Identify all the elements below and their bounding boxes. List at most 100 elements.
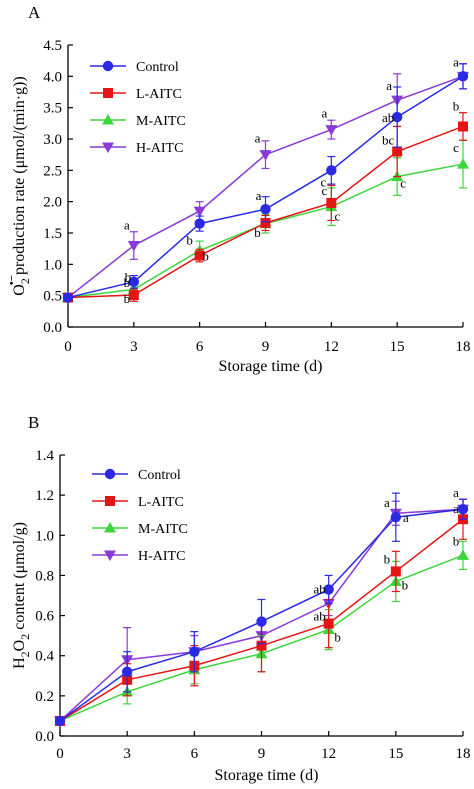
significance-label: a [386, 78, 392, 93]
y-tick-label: 1.2 [35, 488, 54, 504]
series-control [62, 63, 469, 303]
legend-label: L-AITC [138, 495, 184, 510]
data-point [458, 121, 468, 132]
y-label-subscript: 2 [18, 278, 32, 284]
x-tick-label: 12 [324, 339, 339, 355]
significance-label: b [384, 551, 391, 566]
significance-label: a [124, 218, 130, 233]
y-tick-label: 3.0 [43, 132, 62, 148]
significance-label: c [334, 209, 340, 224]
data-point [326, 165, 337, 176]
y-label-subscript: 2 [18, 651, 32, 657]
data-point [260, 217, 271, 228]
chart-panel-A: A 0 3 6 9 12 15 18 0.0 0.5 1.0 1.5 2.0 2.5 3.0 3.5 4.0 4.… [6, 3, 471, 375]
y-tick-label: 0.0 [43, 320, 62, 336]
data-point [127, 241, 140, 252]
y-tick-label: 0.4 [35, 649, 54, 665]
y-axis-label: H2O2 content (μmol/g) [11, 522, 32, 669]
legend-marker [104, 550, 116, 561]
x-axis-label: Storage time (d) [219, 358, 323, 375]
data-point [457, 503, 469, 515]
significance-label: b [202, 249, 209, 264]
data-point [194, 250, 205, 261]
y-tick-label: 2.5 [43, 163, 62, 179]
data-point [121, 666, 133, 677]
legend-marker [103, 88, 113, 98]
data-point [391, 111, 403, 123]
significance-label: b [125, 269, 132, 284]
data-point [457, 158, 469, 169]
y-label-part: production rate (μmol/(min·g)) [11, 76, 28, 275]
data-point [390, 566, 401, 577]
significance-label: bc [382, 133, 395, 148]
y-tick-label: 0.0 [35, 729, 54, 745]
y-tick-label: 0.2 [35, 689, 54, 705]
significance-label: a [255, 131, 261, 146]
x-tick-label: 15 [390, 339, 405, 355]
data-point [54, 715, 66, 727]
y-label-part: content (μmol/g) [11, 522, 28, 634]
data-point [325, 125, 338, 136]
y-tick-label: 1.4 [35, 448, 54, 464]
legend-marker [102, 142, 114, 153]
legend-marker [102, 114, 114, 125]
y-tick-label: 0.6 [35, 609, 54, 625]
significance-label: b [124, 291, 131, 306]
data-point [457, 71, 469, 82]
significance-label: b [453, 533, 460, 548]
significance-label: c [321, 183, 327, 198]
significance-label: a [256, 188, 262, 203]
y-label-part: H [11, 657, 28, 669]
significance-label: a [384, 495, 390, 510]
y-tick-label: 4.0 [43, 69, 62, 85]
significance-label: a [321, 106, 327, 121]
y-label-part: O [11, 640, 28, 652]
panel-label: B [28, 413, 39, 432]
legend-marker [102, 60, 114, 72]
significance-label: b [402, 577, 409, 592]
data-point [193, 206, 206, 218]
data-point [323, 618, 334, 629]
series-control [54, 492, 469, 727]
chart-panel-B: B 0 3 6 9 12 15 18 0.0 0.2 0.4 0.6 0.8 1.0 1.2 1.4 Stora… [11, 413, 471, 784]
y-axis-label: O2•−production rate (μmol/(min·g)) [6, 76, 32, 295]
panel-label: A [28, 3, 41, 22]
data-point [259, 150, 272, 161]
data-point [260, 203, 271, 215]
x-tick-label: 18 [456, 339, 471, 355]
legend-label: Control [138, 468, 181, 483]
significance-label: b [254, 225, 261, 240]
significance-label: ab [314, 609, 326, 624]
legend-label: H-AITC [136, 141, 183, 156]
data-point [323, 584, 334, 595]
data-point [392, 146, 403, 157]
x-tick-label: 18 [456, 746, 471, 762]
significance-label: ab [314, 582, 326, 597]
y-tick-label: 3.5 [43, 101, 62, 117]
y-tick-label: 2.0 [43, 195, 62, 211]
x-tick-label: 9 [258, 746, 266, 762]
data-point [62, 292, 74, 303]
series-h-aitc [62, 63, 469, 304]
legend-label: L-AITC [136, 87, 182, 102]
legend: Control L-AITC M-AITC H-AITC [92, 468, 188, 564]
x-tick-label: 3 [130, 339, 138, 355]
data-point [128, 290, 139, 301]
significance-label: a [453, 54, 459, 69]
data-point [457, 549, 469, 560]
legend-label: M-AITC [138, 522, 188, 537]
significance-label: c [400, 176, 406, 191]
data-point [128, 276, 140, 288]
significance-label: b [186, 233, 193, 248]
significance-label: c [453, 140, 459, 155]
x-tick-label: 3 [123, 746, 131, 762]
y-label-superscript: •− [6, 275, 18, 285]
legend-label: M-AITC [136, 114, 186, 129]
x-tick-label: 6 [191, 746, 199, 762]
x-tick-label: 12 [321, 746, 336, 762]
y-tick-label: 1.0 [35, 528, 54, 544]
x-tick-label: 6 [196, 339, 204, 355]
legend-marker [104, 468, 116, 480]
significance-label: ab [382, 110, 394, 125]
